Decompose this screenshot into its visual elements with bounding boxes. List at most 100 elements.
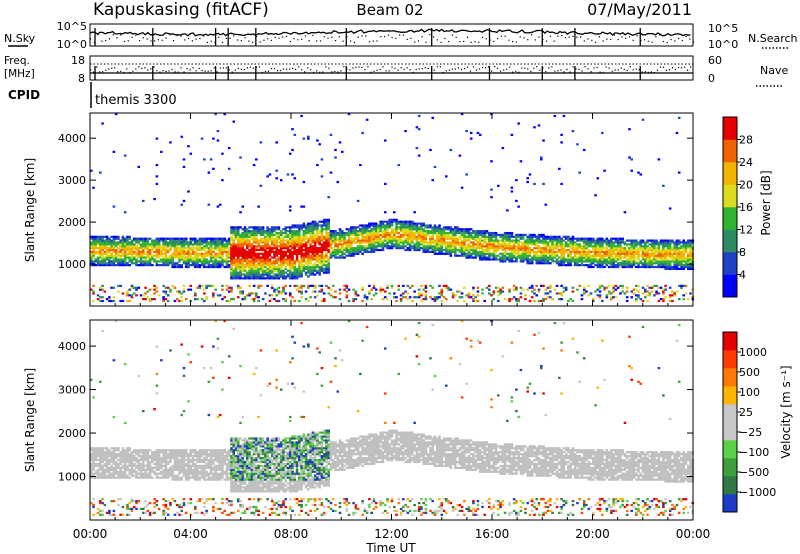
power-cell — [307, 137, 310, 140]
power-cell — [239, 264, 242, 267]
power-cell — [293, 252, 297, 255]
power-cell — [474, 231, 477, 235]
power-cell — [101, 239, 104, 242]
power-cell — [429, 148, 432, 152]
power-cell — [252, 260, 256, 263]
power-cell — [288, 152, 292, 155]
power-cell — [96, 237, 100, 240]
power-cell — [408, 235, 412, 238]
power-cell — [657, 241, 661, 244]
power-cell — [246, 258, 249, 261]
power-cell — [662, 247, 665, 250]
power-cell — [160, 258, 163, 261]
power-cell — [558, 248, 561, 252]
power-cell — [184, 247, 188, 250]
power-cell — [576, 250, 579, 254]
power-cell — [132, 237, 136, 240]
power-cell — [515, 256, 518, 259]
power-cell — [322, 271, 326, 274]
power-cell — [616, 252, 620, 255]
power-cell — [483, 233, 487, 237]
power-cell — [309, 262, 312, 265]
power-cell — [469, 233, 473, 237]
power-cell — [117, 252, 120, 255]
power-cell — [236, 271, 240, 274]
power-cell — [562, 235, 566, 238]
power-cell — [474, 296, 477, 299]
power-cell — [449, 226, 453, 229]
power-cell — [524, 245, 527, 248]
power-cell — [440, 228, 444, 231]
power-cell — [628, 248, 631, 252]
power-cell — [239, 237, 242, 240]
power-cell — [474, 233, 477, 237]
power-cell — [103, 260, 107, 263]
power-cell — [338, 228, 342, 231]
power-cell — [194, 237, 197, 240]
power-cell — [171, 264, 174, 267]
power-cell — [234, 233, 238, 237]
power-cell — [508, 239, 511, 242]
power-cell — [194, 247, 197, 250]
power-cell — [248, 250, 251, 254]
power-cell — [343, 247, 346, 250]
power-cell — [560, 298, 563, 301]
power-cell — [605, 237, 609, 240]
power-cell — [264, 254, 267, 257]
power-cell — [442, 237, 446, 240]
power-cell — [524, 248, 527, 252]
power-cell — [148, 256, 152, 259]
power-cell — [372, 235, 376, 238]
power-cell — [558, 264, 561, 267]
power-cell — [623, 243, 627, 246]
power-cell — [659, 241, 663, 244]
power-cell — [456, 299, 459, 303]
power-cell — [94, 241, 98, 244]
power-cell — [123, 247, 127, 250]
power-cell — [236, 235, 240, 238]
power-cell — [218, 260, 222, 263]
power-cell — [144, 256, 147, 259]
power-cell — [598, 245, 602, 248]
power-cell — [535, 256, 539, 259]
power-cell — [413, 235, 416, 238]
power-cell — [424, 231, 428, 235]
power-cell — [580, 247, 584, 250]
power-cell — [508, 233, 511, 237]
power-cell — [370, 248, 373, 252]
power-cell — [515, 250, 518, 254]
power-cell — [232, 250, 236, 254]
power-cell — [408, 228, 412, 231]
power-cell — [309, 245, 312, 248]
power-cell — [126, 294, 129, 297]
power-cell — [293, 265, 297, 269]
power-cell — [413, 290, 416, 293]
power-cell — [603, 169, 606, 172]
power-cell — [282, 237, 285, 240]
power-cell — [594, 248, 597, 252]
power-cell — [99, 239, 102, 242]
power-cell — [406, 298, 410, 301]
power-cell — [180, 296, 184, 299]
power-cell — [596, 241, 600, 244]
power-cell — [331, 296, 335, 299]
power-cell — [415, 243, 419, 246]
power-cell — [239, 258, 242, 261]
power-cell — [277, 252, 281, 255]
power-cell — [485, 250, 489, 254]
power-cell — [365, 248, 369, 252]
power-cell — [402, 233, 405, 237]
power-cell — [191, 252, 195, 255]
power-cell — [381, 239, 385, 242]
power-cell — [510, 245, 514, 248]
power-cell — [227, 237, 231, 240]
power-cell — [318, 254, 321, 257]
power-cell — [132, 286, 136, 289]
power-cell — [524, 294, 527, 297]
power-cell — [320, 252, 324, 255]
power-cell — [438, 296, 441, 299]
power-cell — [121, 248, 125, 252]
power-cell — [121, 252, 125, 255]
power-cell — [438, 224, 441, 227]
power-cell — [273, 226, 276, 229]
